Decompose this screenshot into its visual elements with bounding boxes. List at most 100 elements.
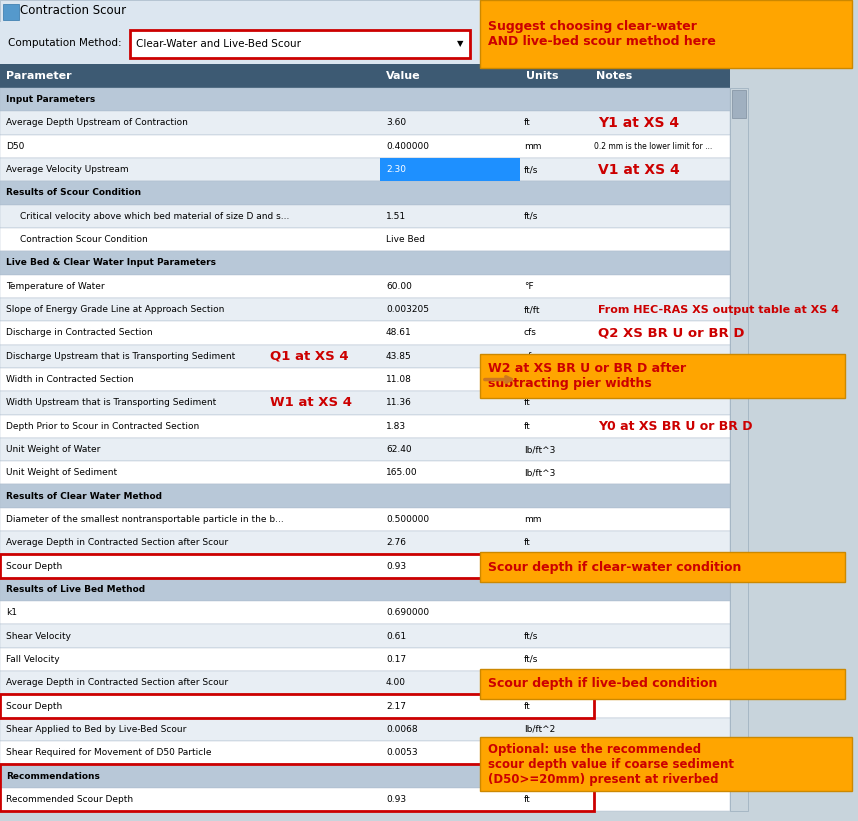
Text: Fall Velocity: Fall Velocity [6, 655, 59, 664]
Text: 60.00: 60.00 [386, 282, 412, 291]
Text: Results of Clear Water Method: Results of Clear Water Method [6, 492, 162, 501]
Bar [0, 158, 730, 181]
Text: Scour depth if live-bed condition: Scour depth if live-bed condition [488, 677, 717, 690]
Text: W1 at XS 4: W1 at XS 4 [270, 397, 352, 410]
Text: 0.500000: 0.500000 [386, 515, 429, 524]
Bar [3, 4, 19, 20]
Bar [480, 669, 845, 699]
Bar [0, 787, 730, 811]
Text: ft: ft [524, 422, 531, 431]
Text: Shear Applied to Bed by Live-Bed Scour: Shear Applied to Bed by Live-Bed Scour [6, 725, 186, 734]
Bar [0, 22, 755, 64]
Bar [0, 251, 730, 274]
Text: mm: mm [524, 515, 541, 524]
Text: Live Bed: Live Bed [386, 235, 425, 244]
Text: Shear Velocity: Shear Velocity [6, 631, 71, 640]
Bar [0, 601, 730, 625]
Bar [0, 718, 730, 741]
Text: Clear-Water and Live-Bed Scour: Clear-Water and Live-Bed Scour [136, 39, 301, 49]
Text: Computation Method:: Computation Method: [8, 38, 122, 48]
Text: 0.690000: 0.690000 [386, 608, 429, 617]
Text: Scour depth if clear-water condition: Scour depth if clear-water condition [488, 561, 741, 574]
Text: Average Depth Upstream of Contraction: Average Depth Upstream of Contraction [6, 118, 188, 127]
Bar [0, 321, 730, 345]
Text: 2.76: 2.76 [386, 539, 406, 548]
Text: 2.17: 2.17 [386, 702, 406, 710]
Text: Scour Depth: Scour Depth [6, 702, 63, 710]
Text: lb/ft^3: lb/ft^3 [524, 468, 555, 477]
Bar [0, 391, 730, 415]
Bar [0, 484, 730, 508]
Bar [0, 648, 730, 671]
Text: ft/s: ft/s [524, 631, 538, 640]
Text: Results of Scour Condition: Results of Scour Condition [6, 189, 141, 198]
Text: 43.85: 43.85 [386, 351, 412, 360]
Text: Temperature of Water: Temperature of Water [6, 282, 105, 291]
Bar [0, 274, 730, 298]
Text: ft: ft [524, 539, 531, 548]
Text: 0.61: 0.61 [386, 631, 406, 640]
Text: Results of Live Bed Method: Results of Live Bed Method [6, 585, 145, 594]
Text: ft: ft [524, 118, 531, 127]
Bar [480, 552, 845, 582]
Text: 1.51: 1.51 [386, 212, 406, 221]
Text: k1: k1 [6, 608, 17, 617]
Bar [0, 764, 730, 787]
Text: Recommended Scour Depth: Recommended Scour Depth [6, 795, 133, 804]
Text: Units: Units [526, 71, 559, 81]
Bar [0, 135, 730, 158]
Bar [0, 415, 730, 438]
Text: Suggest choosing clear-water
AND live-bed scour method here: Suggest choosing clear-water AND live-be… [488, 20, 716, 48]
Bar [0, 461, 730, 484]
Text: ft/s: ft/s [524, 655, 538, 664]
Text: cfs: cfs [524, 351, 537, 360]
Bar [0, 531, 730, 554]
Bar [380, 158, 520, 181]
Text: Parameter: Parameter [6, 71, 71, 81]
Text: 48.61: 48.61 [386, 328, 412, 337]
Text: Contraction Scour: Contraction Scour [20, 4, 126, 17]
Text: Average Depth in Contracted Section after Scour: Average Depth in Contracted Section afte… [6, 678, 228, 687]
Text: Slope of Energy Grade Line at Approach Section: Slope of Energy Grade Line at Approach S… [6, 305, 225, 314]
Bar [480, 737, 852, 791]
Text: V1 at XS 4: V1 at XS 4 [598, 163, 680, 177]
Text: Unit Weight of Sediment: Unit Weight of Sediment [6, 468, 118, 477]
Text: Notes: Notes [596, 71, 632, 81]
Bar [0, 368, 730, 391]
Text: ft: ft [524, 398, 531, 407]
Text: 0.0053: 0.0053 [386, 748, 418, 757]
Text: ft: ft [524, 678, 531, 687]
Bar [0, 298, 730, 321]
Text: ft: ft [524, 562, 531, 571]
Text: Diameter of the smallest nontransportable particle in the b...: Diameter of the smallest nontransportabl… [6, 515, 284, 524]
Text: Y1 at XS 4: Y1 at XS 4 [598, 116, 680, 130]
Bar [0, 695, 594, 718]
Bar [0, 695, 730, 718]
Bar [0, 88, 730, 112]
Text: Live Bed & Clear Water Input Parameters: Live Bed & Clear Water Input Parameters [6, 259, 216, 268]
Bar [0, 578, 730, 601]
Text: Critical velocity above which bed material of size D and s...: Critical velocity above which bed materi… [20, 212, 289, 221]
Text: 0.003205: 0.003205 [386, 305, 429, 314]
Text: Q1 at XS 4: Q1 at XS 4 [270, 350, 348, 363]
Bar [480, 354, 845, 398]
Bar [0, 508, 730, 531]
Text: 1.83: 1.83 [386, 422, 406, 431]
Text: 0.93: 0.93 [386, 795, 406, 804]
Text: cfs: cfs [524, 328, 537, 337]
Text: 0.93: 0.93 [386, 562, 406, 571]
Bar [0, 112, 730, 135]
Text: Average Depth in Contracted Section after Scour: Average Depth in Contracted Section afte… [6, 539, 228, 548]
Text: 2.30: 2.30 [386, 165, 406, 174]
Text: Discharge in Contracted Section: Discharge in Contracted Section [6, 328, 153, 337]
Text: 0.400000: 0.400000 [386, 142, 429, 151]
Text: Depth Prior to Scour in Contracted Section: Depth Prior to Scour in Contracted Secti… [6, 422, 199, 431]
Text: Width in Contracted Section: Width in Contracted Section [6, 375, 134, 384]
Text: Unit Weight of Water: Unit Weight of Water [6, 445, 100, 454]
Bar [0, 741, 730, 764]
Text: Contraction Scour Condition: Contraction Scour Condition [20, 235, 148, 244]
Text: °F: °F [524, 282, 534, 291]
Bar [130, 30, 470, 58]
Text: 11.36: 11.36 [386, 398, 412, 407]
Bar [0, 64, 730, 88]
